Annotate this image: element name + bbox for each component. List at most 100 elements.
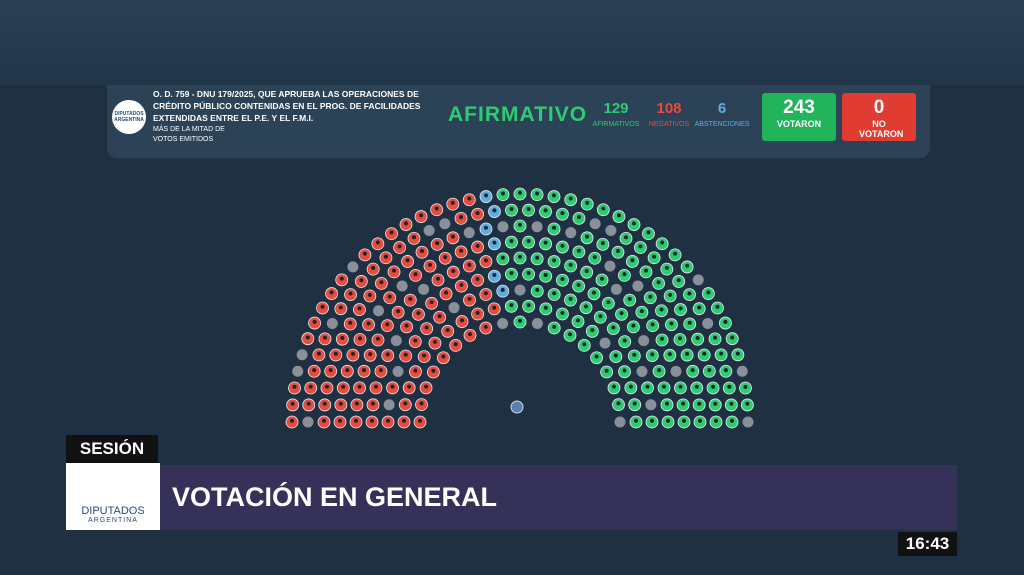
seat-icon <box>322 335 327 340</box>
tally: 129 AFIRMATIVOS <box>586 100 646 128</box>
seat-icon <box>371 401 376 406</box>
seat-icon <box>379 280 384 285</box>
seat-icon <box>730 418 734 423</box>
seat-icon <box>322 418 326 423</box>
empty-seat <box>531 318 543 330</box>
tally-count: 108 <box>656 100 682 117</box>
seat-icon <box>592 290 596 295</box>
seat-icon <box>594 354 599 359</box>
seat-icon <box>305 335 310 340</box>
majority: MÁS DE LA MITAD DE VOTOS EMITIDOS <box>153 126 225 143</box>
empty-seat <box>702 317 714 329</box>
seat-icon <box>667 352 672 357</box>
seat-icon <box>383 254 388 259</box>
seat-icon <box>475 310 480 315</box>
seat-icon <box>403 401 408 406</box>
seat-icon <box>405 258 410 263</box>
seat-icon <box>616 401 621 406</box>
seat-icon <box>484 193 489 198</box>
seat-icon <box>459 215 464 220</box>
seat-icon <box>673 251 678 256</box>
seat-icon <box>576 215 581 220</box>
empty-seat <box>390 335 402 347</box>
seat-icon <box>385 322 390 327</box>
empty-seat <box>632 280 644 292</box>
seat-icon <box>389 230 394 235</box>
seat-icon <box>362 251 367 256</box>
empty-seat <box>736 365 748 377</box>
seat-icon <box>616 213 621 218</box>
seat-icon <box>328 368 333 373</box>
top-band <box>0 0 1024 85</box>
seat-icon <box>292 384 297 389</box>
empty-seat <box>423 224 435 236</box>
seat-icon <box>468 332 472 337</box>
seat-icon <box>687 320 692 325</box>
seat-icon <box>632 221 636 226</box>
empty-seat <box>439 218 451 230</box>
seat-icon <box>500 287 505 292</box>
seat-icon <box>652 254 657 259</box>
seat-icon <box>338 305 343 310</box>
seat-icon <box>646 230 651 235</box>
tally-count: 6 <box>717 100 727 117</box>
empty-seat <box>497 221 509 233</box>
seat-icon <box>613 353 618 358</box>
seat-icon <box>711 384 716 389</box>
empty-seat <box>605 224 617 236</box>
seat-icon <box>616 249 620 254</box>
seat-icon <box>407 384 412 389</box>
seat-icon <box>535 191 540 196</box>
seat-icon <box>643 268 648 273</box>
seat-icon <box>632 401 637 406</box>
seat-icon <box>664 265 669 270</box>
seat-icon <box>397 244 402 249</box>
empty-seat <box>296 349 308 361</box>
seat-icon <box>450 234 455 239</box>
seat-icon <box>475 243 480 248</box>
seat-icon <box>357 306 362 311</box>
voted-count: 243 <box>783 97 815 118</box>
seat-icon <box>453 342 458 347</box>
empty-seat <box>392 365 404 377</box>
seat-icon <box>551 193 556 198</box>
seat-icon <box>628 384 633 389</box>
seat-icon <box>552 258 557 263</box>
seat-icon <box>631 323 636 328</box>
seat-icon <box>375 240 380 245</box>
tally-label: ABSTENCIONES <box>694 121 750 128</box>
seat-icon <box>509 239 514 244</box>
seat-icon <box>373 384 378 389</box>
seat-icon <box>413 368 418 373</box>
seat-icon <box>370 418 374 423</box>
seat-icon <box>650 352 655 357</box>
voted-label: VOTARON <box>776 119 822 129</box>
seat-icon <box>518 222 522 227</box>
seat-icon <box>451 268 456 273</box>
seat-icon <box>723 368 728 373</box>
seat-icon <box>385 352 390 357</box>
seat-icon <box>348 291 353 296</box>
empty-seat <box>302 416 314 428</box>
seat-icon <box>420 249 424 254</box>
seat-icon <box>475 277 480 282</box>
empty-seat <box>645 399 657 411</box>
seat-icon <box>576 248 581 253</box>
seat-icon <box>650 418 654 423</box>
seat-icon <box>354 418 358 423</box>
seat-icon <box>576 282 581 287</box>
seat-icon <box>320 304 325 309</box>
seat-icon <box>526 239 531 244</box>
seat-icon <box>694 384 699 389</box>
seat-icon <box>662 384 667 389</box>
seat-icon <box>584 304 588 309</box>
seat-icon <box>518 254 522 259</box>
empty-seat <box>448 302 460 314</box>
seat-icon <box>329 290 334 295</box>
seat-icon <box>729 401 734 406</box>
seat-icon <box>416 311 421 316</box>
seat-icon <box>648 294 653 299</box>
seat-icon <box>306 401 311 406</box>
seat-icon <box>312 368 317 373</box>
seat-icon <box>402 418 406 423</box>
